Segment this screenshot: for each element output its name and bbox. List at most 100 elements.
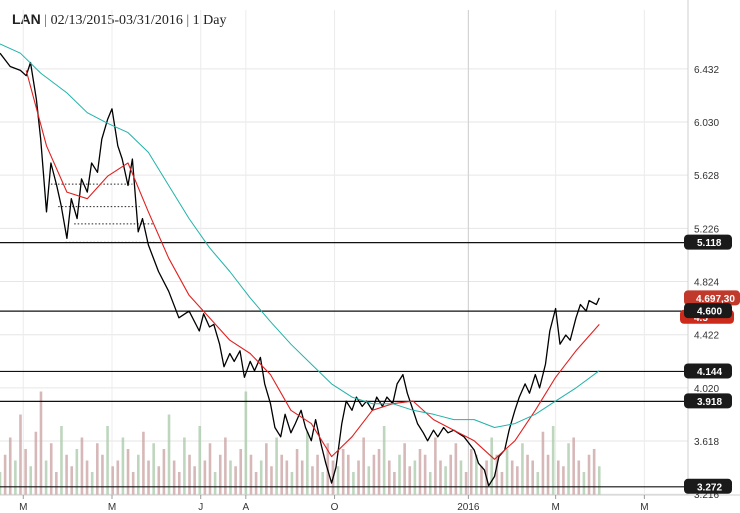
volume-bar bbox=[121, 437, 125, 495]
volume-bar bbox=[14, 460, 17, 495]
volume-bar bbox=[311, 466, 314, 495]
volume-bar bbox=[208, 443, 212, 495]
x-tick-label: O bbox=[331, 502, 339, 513]
volume-bar bbox=[239, 449, 243, 495]
price-line bbox=[0, 52, 600, 487]
volume-bar bbox=[597, 466, 601, 495]
last-price-tag bbox=[684, 290, 740, 306]
volume-bar bbox=[136, 454, 140, 495]
level-price-label: 4.600 bbox=[697, 307, 722, 318]
x-tick-label: J bbox=[198, 502, 203, 513]
volume-bar bbox=[531, 460, 534, 495]
volume-bar bbox=[265, 443, 268, 495]
volume-bar bbox=[126, 449, 130, 495]
volume-bar bbox=[475, 454, 478, 495]
volume-bar bbox=[434, 437, 437, 495]
level-price-label: 3.918 bbox=[697, 397, 722, 408]
volume-bar bbox=[290, 472, 294, 495]
volume-bar bbox=[3, 454, 7, 495]
level-price-label: 4.144 bbox=[697, 367, 722, 378]
y-tick-label: 3.618 bbox=[694, 437, 719, 448]
volume-bar bbox=[80, 437, 84, 495]
volume-bar bbox=[444, 466, 447, 495]
volume-bar bbox=[275, 437, 278, 495]
volume-bar bbox=[541, 431, 545, 495]
y-tick-label: 6.030 bbox=[694, 118, 719, 129]
volume-bar bbox=[413, 460, 417, 495]
volume-bar bbox=[65, 454, 68, 495]
x-tick-label: M bbox=[551, 502, 559, 513]
symbol-label: LAN bbox=[12, 11, 41, 27]
volume-bar bbox=[403, 443, 406, 495]
volume-bar bbox=[398, 454, 401, 495]
volume-bar bbox=[377, 449, 381, 495]
volume-bar bbox=[188, 454, 191, 495]
volume-bar bbox=[96, 443, 99, 495]
volume-bar bbox=[449, 454, 453, 495]
volume-bar bbox=[75, 449, 79, 495]
level-price-tag bbox=[684, 363, 732, 379]
volume-bar bbox=[177, 472, 181, 495]
volume-bar bbox=[418, 449, 422, 495]
volume-bar bbox=[469, 449, 473, 495]
y-tick-label: 5.226 bbox=[694, 224, 719, 235]
volume-bar bbox=[387, 460, 391, 495]
volume-bar bbox=[55, 472, 58, 495]
volume-bar bbox=[372, 454, 376, 495]
volume-bar bbox=[346, 454, 350, 495]
volume-bar bbox=[362, 437, 365, 495]
x-tick-label: 2016 bbox=[457, 502, 480, 513]
volume-bar bbox=[167, 414, 171, 495]
volume-bar bbox=[439, 460, 442, 495]
volume-bar bbox=[423, 454, 427, 495]
volume-bar bbox=[428, 472, 432, 495]
volume-bar bbox=[285, 460, 289, 495]
date-range-label: 02/13/2015-03/31/2016 bbox=[50, 13, 183, 28]
volume-bar bbox=[172, 460, 176, 495]
volume-bar bbox=[147, 460, 150, 495]
x-tick-label: M bbox=[640, 502, 648, 513]
volume-bar bbox=[19, 414, 22, 495]
volume-bar bbox=[244, 391, 248, 495]
volume-bar bbox=[510, 460, 514, 495]
volume-bar bbox=[454, 443, 458, 495]
volume-bar bbox=[8, 437, 12, 495]
y-tick-label: 3.216 bbox=[694, 490, 719, 501]
volume-bar bbox=[111, 466, 114, 495]
volume-bar bbox=[270, 466, 273, 495]
volume-bar bbox=[183, 437, 186, 495]
volume-bar bbox=[131, 472, 135, 495]
volume-bar bbox=[70, 466, 74, 495]
volume-bar bbox=[546, 454, 550, 495]
short-ma-line bbox=[25, 70, 600, 460]
last-price-label: 4.697,30 bbox=[696, 294, 735, 305]
volume-bar bbox=[152, 443, 155, 495]
volume-bar bbox=[85, 460, 89, 495]
y-tick-label: 5.628 bbox=[694, 171, 719, 182]
volume-bar bbox=[116, 460, 120, 495]
volume-bar bbox=[316, 454, 319, 495]
volume-bar bbox=[495, 454, 499, 495]
volume-bar bbox=[29, 466, 33, 495]
y-tick-label: 4.824 bbox=[694, 278, 719, 289]
volume-bar bbox=[587, 454, 591, 495]
volume-bar bbox=[480, 466, 483, 495]
volume-bar bbox=[382, 426, 386, 495]
volume-bar bbox=[306, 431, 309, 495]
volume-bar bbox=[521, 443, 524, 495]
volume-bar bbox=[157, 466, 161, 495]
level-price-tag bbox=[684, 303, 732, 319]
volume-bar bbox=[198, 426, 202, 495]
volume-bar bbox=[577, 460, 581, 495]
volume-bar bbox=[162, 449, 166, 495]
level-price-label: 5.118 bbox=[697, 238, 722, 249]
y-tick-label: 4.020 bbox=[694, 384, 719, 395]
x-tick-label: M bbox=[19, 502, 27, 513]
volume-bar bbox=[34, 431, 38, 495]
volume-bar bbox=[526, 454, 529, 495]
volume-bar bbox=[203, 460, 207, 495]
volume-bar bbox=[500, 472, 504, 495]
volume-bar bbox=[490, 437, 494, 495]
volume-bar bbox=[321, 472, 324, 495]
volume-bar bbox=[352, 472, 355, 495]
